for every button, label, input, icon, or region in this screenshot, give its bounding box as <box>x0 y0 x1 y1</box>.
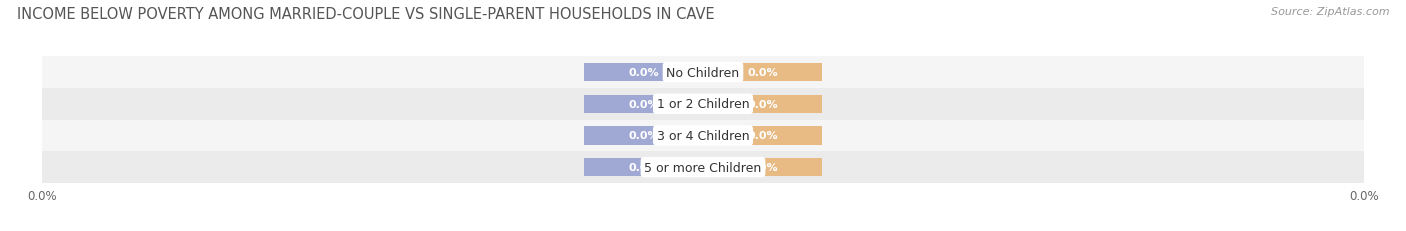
Bar <box>583 64 703 82</box>
Text: INCOME BELOW POVERTY AMONG MARRIED-COUPLE VS SINGLE-PARENT HOUSEHOLDS IN CAVE: INCOME BELOW POVERTY AMONG MARRIED-COUPL… <box>17 7 714 22</box>
Bar <box>42 88 1364 120</box>
Text: 0.0%: 0.0% <box>747 68 778 78</box>
Bar <box>583 127 703 145</box>
Bar <box>583 95 703 113</box>
Bar <box>42 120 1364 152</box>
Text: 0.0%: 0.0% <box>747 99 778 109</box>
Bar <box>42 57 1364 88</box>
Text: 0.0%: 0.0% <box>628 162 659 172</box>
Text: 1 or 2 Children: 1 or 2 Children <box>657 98 749 111</box>
Bar <box>42 152 1364 183</box>
Text: No Children: No Children <box>666 66 740 79</box>
Text: Source: ZipAtlas.com: Source: ZipAtlas.com <box>1271 7 1389 17</box>
Text: 0.0%: 0.0% <box>747 131 778 141</box>
Bar <box>703 127 823 145</box>
Text: 5 or more Children: 5 or more Children <box>644 161 762 174</box>
Text: 0.0%: 0.0% <box>628 68 659 78</box>
Text: 0.0%: 0.0% <box>628 131 659 141</box>
Text: 0.0%: 0.0% <box>747 162 778 172</box>
Bar <box>703 158 823 176</box>
Bar <box>583 158 703 176</box>
Bar <box>703 95 823 113</box>
Text: 0.0%: 0.0% <box>628 99 659 109</box>
Text: 3 or 4 Children: 3 or 4 Children <box>657 129 749 142</box>
Bar <box>703 64 823 82</box>
